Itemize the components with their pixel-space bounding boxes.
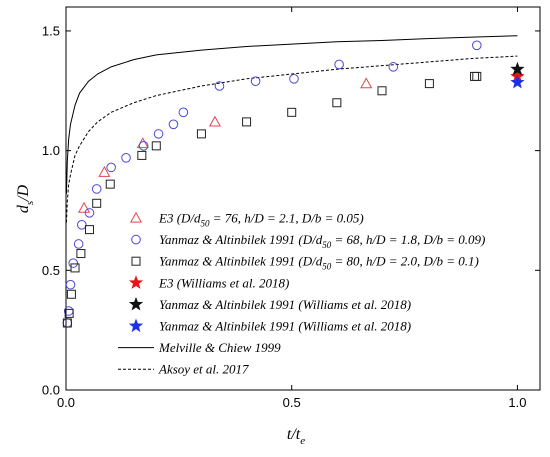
y-tick-label: 1.5 [42, 23, 60, 38]
data-point-square [62, 318, 72, 328]
data-point-square [242, 117, 252, 127]
data-point-circle [153, 129, 164, 139]
y-tick-label: 0.0 [42, 383, 60, 398]
data-point-triangle [98, 165, 111, 177]
data-point-circle [472, 40, 482, 51]
x-tick-label: 1.0 [508, 395, 526, 410]
data-point-square [70, 263, 80, 273]
curve-line-solid [65, 35, 518, 194]
data-point-circle [214, 81, 225, 91]
data-point-circle [84, 208, 95, 218]
data-point-circle [289, 74, 299, 84]
data-point-square [66, 289, 76, 299]
legend-swatch-circle [131, 234, 141, 245]
legend-swatch-square [131, 256, 141, 266]
x-axis-label: t/te [287, 426, 305, 447]
legend-swatch-star [128, 318, 144, 333]
data-point-square [105, 179, 115, 189]
data-point-circle [73, 239, 84, 249]
data-point-circle [77, 220, 87, 230]
x-tick-label: 0.0 [57, 395, 75, 410]
data-point-square [151, 141, 161, 151]
data-point-circle [138, 141, 149, 151]
data-point-circle [388, 62, 399, 72]
legend-entry: Yanmaz & Altinbilek 1991 (Williams et al… [159, 319, 411, 334]
data-point-circle [62, 318, 73, 328]
legend-swatch-star [128, 296, 144, 311]
data-point-square [64, 308, 74, 318]
data-point-circle [250, 76, 261, 87]
data-point-circle [68, 258, 79, 268]
data-point-square [424, 79, 434, 89]
data-point-square [84, 225, 94, 235]
legend-swatch-triangle [129, 211, 143, 223]
data-point-circle [168, 119, 179, 130]
data-point-square [470, 71, 480, 81]
data-point-square [472, 71, 482, 81]
legend-entry: Yanmaz & Altinbilek 1991 (D/d50 = 68, h/… [159, 232, 485, 250]
data-point-circle [178, 107, 189, 118]
y-tick-label: 0.5 [42, 263, 60, 278]
data-point-square [76, 249, 86, 259]
legend-entry: E3 (Williams et al. 2018) [158, 275, 289, 290]
legend-entry: Melville & Chiew 1999 [158, 340, 281, 355]
data-point-star [510, 61, 525, 76]
data-point-square [137, 150, 147, 160]
curve-line-dashed [65, 55, 518, 223]
data-point-triangle [78, 201, 91, 213]
data-point-triangle [208, 115, 222, 127]
data-point-square [332, 98, 342, 108]
data-point-circle [91, 184, 102, 194]
legend-swatch-star [128, 275, 144, 289]
data-point-circle [106, 162, 116, 173]
y-axis-label: ds/D [15, 184, 36, 213]
legend-entry: Yanmaz & Altinbilek 1991 (Williams et al… [159, 297, 411, 312]
legend-entry: Aksoy et al. 2017 [158, 362, 249, 377]
data-point-square [92, 198, 102, 208]
data-point-circle [121, 153, 131, 163]
data-point-triangle [360, 77, 373, 89]
data-point-circle [334, 59, 344, 70]
x-tick-label: 0.5 [283, 395, 301, 410]
legend-entry: Yanmaz & Altinbilek 1991 (D/d50 = 80, h/… [159, 254, 479, 272]
data-point-square [377, 86, 387, 96]
y-tick-label: 1.0 [42, 143, 60, 158]
data-point-circle [65, 279, 76, 290]
data-point-square [196, 129, 206, 139]
plot-frame [65, 6, 541, 391]
legend-entry: E3 (D/d50 = 76, h/D = 2.1, D/b = 0.05) [158, 211, 364, 229]
data-point-star [510, 74, 525, 89]
data-point-square [287, 107, 297, 117]
